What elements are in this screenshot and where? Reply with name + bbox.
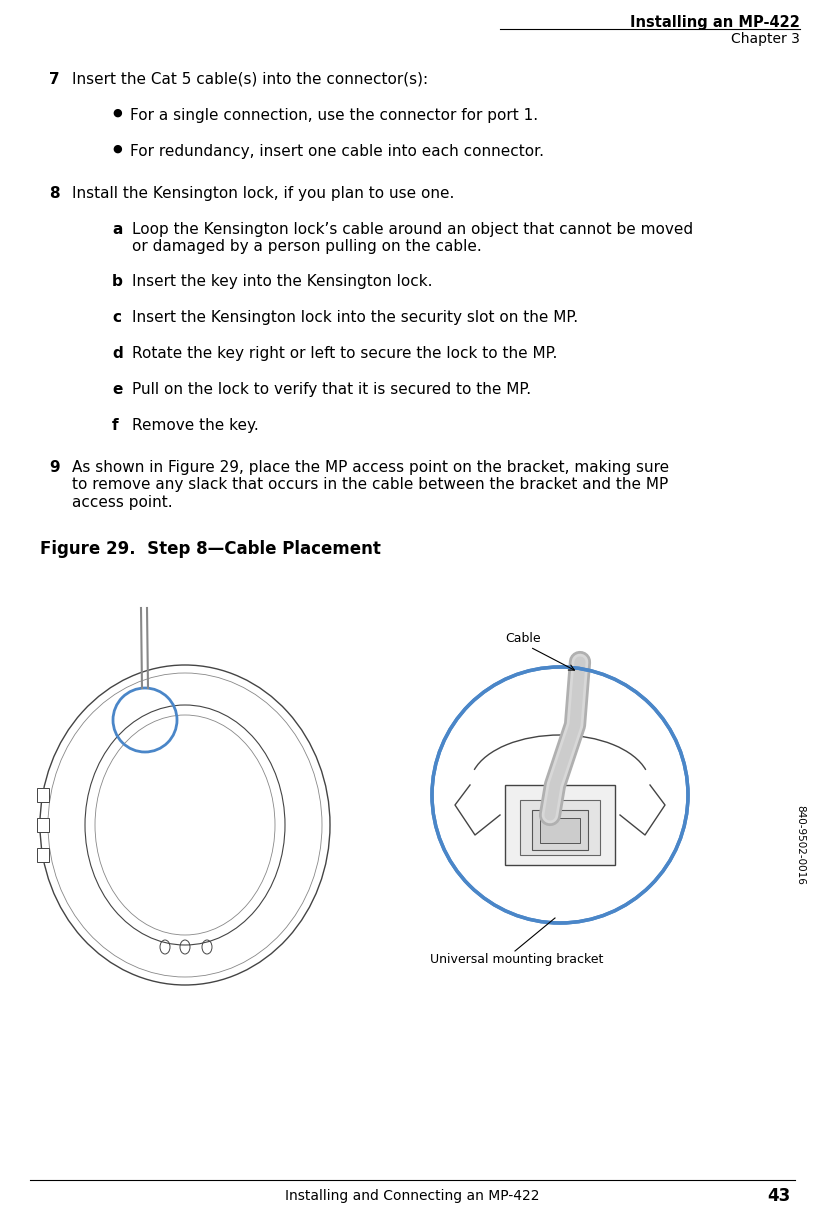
Text: e: e — [112, 382, 122, 396]
FancyBboxPatch shape — [505, 784, 615, 865]
Text: 43: 43 — [766, 1187, 790, 1205]
Text: c: c — [112, 310, 121, 325]
Text: Universal mounting bracket: Universal mounting bracket — [430, 953, 603, 966]
Text: 8: 8 — [50, 185, 60, 201]
Bar — [37, 788, 49, 802]
Text: Cable: Cable — [505, 632, 540, 645]
Text: For a single connection, use the connector for port 1.: For a single connection, use the connect… — [130, 109, 538, 123]
Text: As shown in Figure 29, place the MP access point on the bracket, making sure
to : As shown in Figure 29, place the MP acce… — [72, 460, 669, 510]
Text: Figure 29.  Step 8—Cable Placement: Figure 29. Step 8—Cable Placement — [40, 540, 381, 558]
Text: Chapter 3: Chapter 3 — [731, 32, 800, 46]
Text: For redundancy, insert one cable into each connector.: For redundancy, insert one cable into ea… — [130, 144, 544, 159]
Text: ●: ● — [112, 144, 122, 154]
FancyBboxPatch shape — [520, 800, 600, 855]
Text: Remove the key.: Remove the key. — [132, 418, 259, 433]
Text: f: f — [112, 418, 119, 433]
FancyBboxPatch shape — [540, 817, 580, 843]
Text: 7: 7 — [50, 72, 60, 87]
Text: a: a — [112, 222, 122, 237]
Text: d: d — [112, 346, 123, 361]
Text: Rotate the key right or left to secure the lock to the MP.: Rotate the key right or left to secure t… — [132, 346, 558, 361]
Text: Insert the Cat 5 cable(s) into the connector(s):: Insert the Cat 5 cable(s) into the conne… — [72, 72, 428, 87]
Bar — [37, 848, 49, 863]
FancyBboxPatch shape — [532, 810, 588, 850]
Text: Installing and Connecting an MP-422: Installing and Connecting an MP-422 — [285, 1190, 540, 1203]
Text: Pull on the lock to verify that it is secured to the MP.: Pull on the lock to verify that it is se… — [132, 382, 531, 396]
Circle shape — [432, 667, 688, 924]
Text: 840-9502-0016: 840-9502-0016 — [795, 805, 805, 884]
Text: Installing an MP-422: Installing an MP-422 — [630, 15, 800, 30]
Text: ●: ● — [112, 109, 122, 118]
Text: Install the Kensington lock, if you plan to use one.: Install the Kensington lock, if you plan… — [72, 185, 455, 201]
Text: Insert the Kensington lock into the security slot on the MP.: Insert the Kensington lock into the secu… — [132, 310, 578, 325]
Text: Loop the Kensington lock’s cable around an object that cannot be moved
or damage: Loop the Kensington lock’s cable around … — [132, 222, 693, 255]
Text: Insert the key into the Kensington lock.: Insert the key into the Kensington lock. — [132, 274, 432, 289]
Text: b: b — [112, 274, 123, 289]
Text: 9: 9 — [50, 460, 60, 475]
Bar — [37, 817, 49, 832]
